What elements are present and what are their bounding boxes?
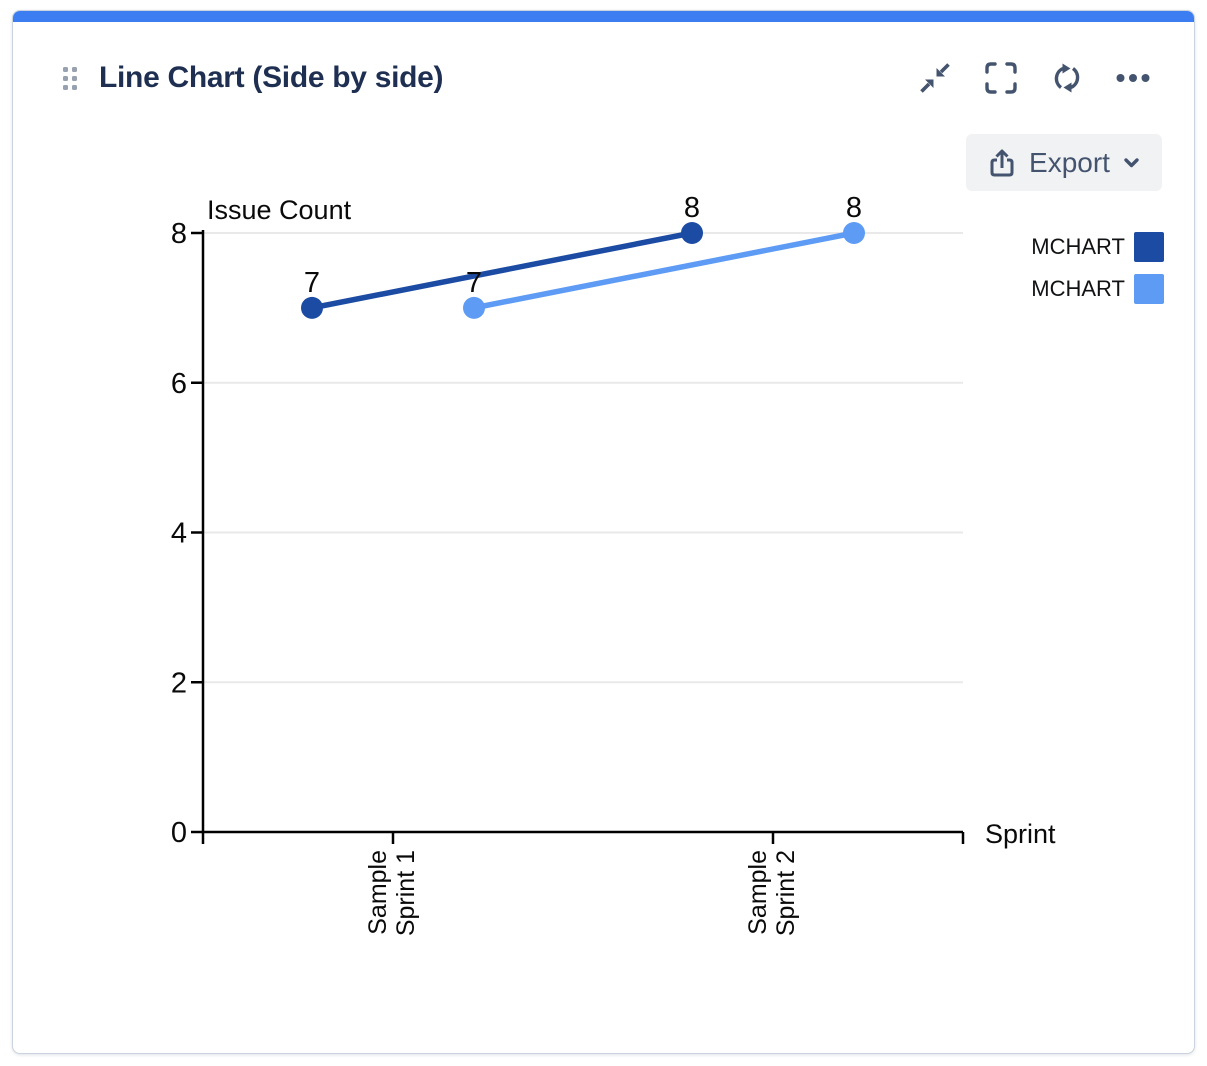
- fullscreen-icon: [985, 62, 1017, 94]
- dot: [63, 85, 68, 90]
- chevron-down-icon: [1124, 157, 1139, 167]
- dot: [63, 76, 68, 81]
- legend-swatch: [1134, 232, 1164, 262]
- drag-handle-dots-icon[interactable]: [63, 67, 77, 90]
- dot: [72, 76, 77, 81]
- collapse-button[interactable]: [916, 59, 954, 97]
- widget-title: Line Chart (Side by side): [99, 61, 444, 94]
- legend-label: MCHART: [1031, 276, 1125, 301]
- card-accent-bar: [13, 11, 1194, 22]
- chart-legend: MCHART MCHART: [1031, 232, 1164, 304]
- export-label: Export: [1029, 146, 1110, 178]
- export-button[interactable]: Export: [966, 134, 1162, 191]
- legend-label: MCHART: [1031, 234, 1125, 259]
- chart-widget-card: Line Chart (Side by side): [12, 10, 1195, 1054]
- dot: [63, 67, 68, 72]
- share-export-icon: [990, 149, 1014, 176]
- dot: [72, 67, 77, 72]
- more-icon: [1116, 74, 1150, 82]
- legend-item[interactable]: MCHART: [1031, 232, 1164, 262]
- widget-toolbar: [916, 59, 1152, 97]
- refresh-icon: [1054, 63, 1080, 93]
- dot: [72, 85, 77, 90]
- collapse-icon: [920, 63, 950, 93]
- legend-swatch: [1134, 274, 1164, 304]
- legend-item[interactable]: MCHART: [1031, 274, 1164, 304]
- fullscreen-button[interactable]: [982, 59, 1020, 97]
- refresh-button[interactable]: [1048, 59, 1086, 97]
- more-options-button[interactable]: [1114, 59, 1152, 97]
